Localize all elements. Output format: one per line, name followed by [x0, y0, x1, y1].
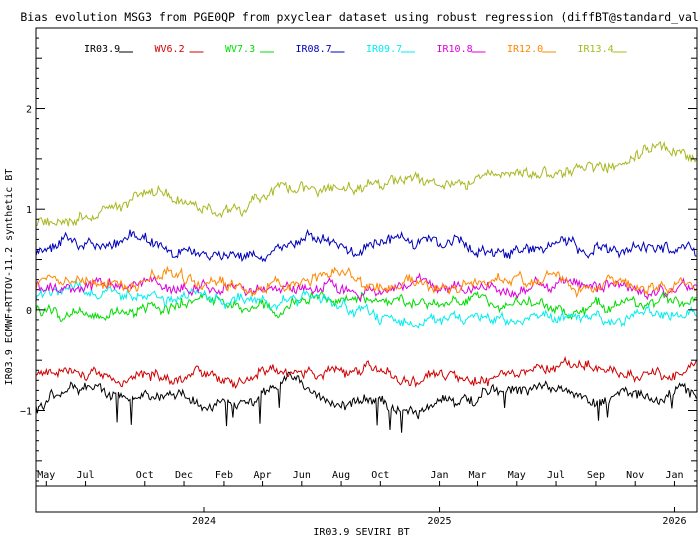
y-tick-label: −1 [20, 407, 32, 418]
x-month-label: Mar [468, 470, 486, 481]
series-line-ir087 [35, 228, 697, 263]
legend-label: WV7.3 [225, 44, 255, 55]
y-axis-label: IR03.9 ECMWF+RTTOV-11.2 synthetic BT [4, 169, 15, 386]
legend: IR03.9 WV6.2 WV7.3 IR08.7 IR09.7 IR10.8 IR12.0… [84, 44, 627, 55]
x-month-label: Sep [587, 470, 605, 481]
legend-label: IR12.0 [507, 44, 543, 55]
x-month-label: Oct [136, 470, 154, 481]
y-tick-label: 2 [26, 105, 32, 116]
x-month-label: Feb [215, 470, 233, 481]
y-tick-label: 1 [26, 205, 32, 216]
chart-title: Bias evolution MSG3 from PGE0QP from pxy… [20, 10, 700, 24]
series-line-ir120 [35, 265, 697, 298]
x-month-label: Oct [371, 470, 389, 481]
x-axis: May Jul Oct Dec Feb Apr Jun Aug Oct Jan Mar May Jul S… [36, 470, 697, 527]
x-year-label: 2026 [662, 516, 686, 527]
legend-label: IR09.7 [366, 44, 402, 55]
y-axis: −1 0 1 2 [20, 27, 697, 482]
series-line-ir134 [35, 141, 697, 227]
x-month-label: Jul [547, 470, 565, 481]
x-month-label: May [508, 470, 526, 481]
x-month-label: Aug [332, 470, 350, 481]
series-layer [35, 141, 697, 433]
series-line-wv73 [35, 290, 697, 322]
legend-label: IR10.8 [437, 44, 473, 55]
x-month-label: Jan [431, 470, 449, 481]
legend-label: IR13.4 [578, 44, 614, 55]
x-month-label: Nov [626, 470, 644, 481]
x-month-label: Apr [254, 470, 272, 481]
x-month-label: Jun [293, 470, 311, 481]
x-month-label: Jan [665, 470, 683, 481]
x-month-label: Jul [77, 470, 95, 481]
x-month-label: May [37, 470, 55, 481]
y-tick-label: 0 [26, 306, 32, 317]
legend-label: IR08.7 [296, 44, 332, 55]
x-year-label: 2024 [192, 516, 216, 527]
series-line-ir097 [35, 278, 697, 329]
series-line-ir039 [35, 371, 697, 433]
x-axis-label: IR03.9 SEVIRI BT [313, 527, 409, 538]
legend-label: IR03.9 [84, 44, 120, 55]
x-year-label: 2025 [428, 516, 452, 527]
series-line-wv62 [35, 355, 697, 389]
legend-label: WV6.2 [155, 44, 185, 55]
x-month-label: Dec [175, 470, 193, 481]
